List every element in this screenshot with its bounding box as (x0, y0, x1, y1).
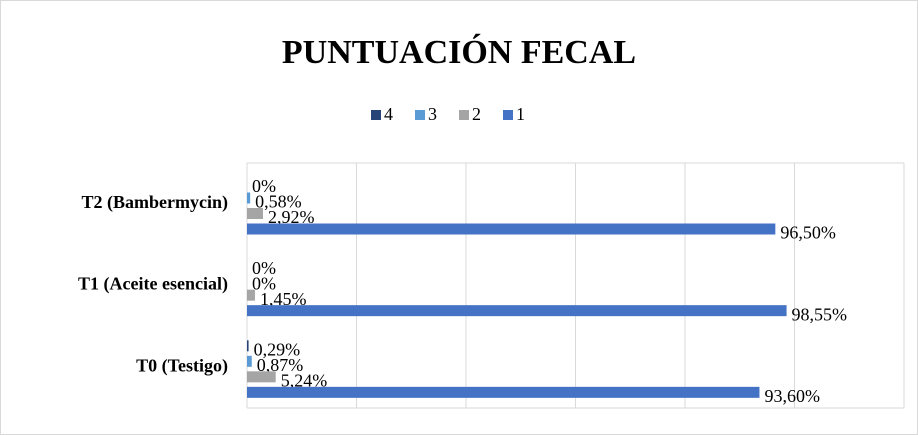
value-label: 96,50% (780, 223, 836, 243)
value-label: 0,58% (255, 192, 302, 212)
chart-title: PUNTUACIÓN FECAL (282, 33, 636, 71)
bar (247, 340, 249, 352)
value-label: 0% (252, 273, 276, 293)
value-label: 98,55% (792, 304, 848, 324)
y-tick-label: T0 (Testigo) (136, 355, 228, 376)
y-tick-label: T2 (Bambermycin) (82, 192, 228, 213)
legend-swatch (415, 110, 425, 120)
legend-swatch (503, 110, 513, 120)
bar (247, 192, 251, 204)
bar (247, 289, 255, 301)
bar (247, 386, 760, 398)
legend-label: 3 (428, 104, 437, 124)
bar (247, 305, 787, 317)
value-label: 0,87% (257, 355, 304, 375)
value-label: 0,29% (254, 339, 301, 359)
legend-label: 2 (472, 104, 481, 124)
legend-label: 1 (516, 104, 525, 124)
value-label: 5,24% (281, 370, 328, 390)
value-label: 0% (252, 258, 276, 278)
legend-swatch (459, 110, 469, 120)
legend-swatch (371, 110, 381, 120)
bar (247, 371, 276, 383)
value-label: 2,92% (268, 207, 315, 227)
value-label: 0% (252, 176, 276, 196)
bar (247, 223, 776, 235)
bar (247, 355, 252, 367)
bar (247, 208, 263, 219)
value-label: 93,60% (764, 386, 820, 406)
y-tick-label: T1 (Aceite esencial) (78, 274, 228, 295)
legend-label: 4 (384, 104, 393, 124)
value-label: 1,45% (260, 289, 307, 309)
